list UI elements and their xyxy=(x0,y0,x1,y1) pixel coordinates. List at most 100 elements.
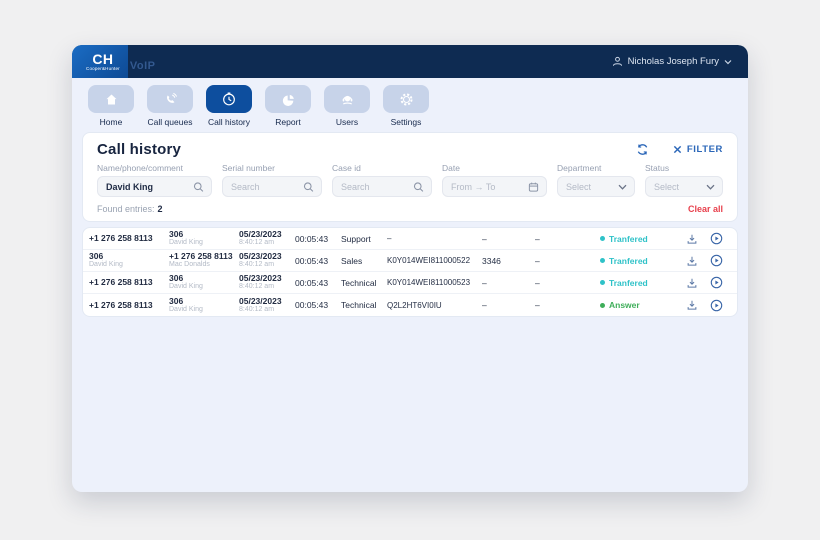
department-cell: Technical xyxy=(341,277,377,288)
table-row[interactable]: +1 276 258 8113 306 David King 05/23/2023… xyxy=(83,272,737,294)
status-select-value: Select xyxy=(654,181,680,192)
case-id-cell: Q2L2HT6VI0IU xyxy=(387,300,442,310)
refresh-button[interactable] xyxy=(636,143,649,156)
found-entries-count: 2 xyxy=(157,204,163,214)
ref-cell: – xyxy=(482,233,487,244)
status-dot-icon xyxy=(600,280,605,285)
close-icon xyxy=(673,145,682,154)
users-icon xyxy=(324,85,370,113)
filter-department: Department Select xyxy=(557,163,635,197)
filter-status: Status Select xyxy=(645,163,723,197)
filter-name-label: Name/phone/comment xyxy=(97,163,183,173)
call-history-icon xyxy=(206,85,252,113)
status-badge: Tranfered xyxy=(600,278,679,288)
found-entries-label: Found entries: xyxy=(97,204,155,214)
callee-cell: +1 276 258 8113 Mac Donalds xyxy=(169,251,233,269)
download-icon xyxy=(687,234,696,244)
brand-subname: Cooper&Hunter xyxy=(86,66,120,71)
filter-status-label: Status xyxy=(645,163,670,173)
extra-cell: – xyxy=(535,233,540,244)
calendar-icon xyxy=(528,181,539,192)
table-row[interactable]: +1 276 258 8113 306 David King 05/23/2023… xyxy=(83,228,737,250)
department-cell: Support xyxy=(341,233,371,244)
extra-cell: – xyxy=(535,300,540,310)
duration-cell: 00:05:43 xyxy=(295,233,329,244)
main-nav: Home Call queues Call history xyxy=(72,78,748,132)
brand-logo: CH Cooper&Hunter VoIP xyxy=(72,45,156,78)
play-recording-button[interactable] xyxy=(704,276,729,289)
clear-all-button[interactable]: Clear all xyxy=(687,204,723,214)
download-icon xyxy=(687,278,696,288)
nav-item-report[interactable]: Report xyxy=(265,85,311,127)
nav-item-label: Call queues xyxy=(147,117,193,127)
status-dot-icon xyxy=(600,302,605,308)
download-recording-button[interactable] xyxy=(679,255,704,267)
play-icon xyxy=(710,299,723,311)
play-icon xyxy=(710,232,723,245)
duration-cell: 00:05:43 xyxy=(295,300,329,310)
download-icon xyxy=(687,256,696,266)
call-queues-icon xyxy=(147,85,193,113)
caller-cell: +1 276 258 8113 xyxy=(89,233,153,243)
filters-panel: Call history FILTER Name/phone/comment xyxy=(82,132,738,222)
serial-search-input[interactable] xyxy=(223,177,321,196)
chevron-down-icon xyxy=(724,59,732,65)
status-label: Tranfered xyxy=(609,277,648,288)
nav-item-settings[interactable]: Settings xyxy=(383,85,429,127)
nav-item-users[interactable]: Users xyxy=(324,85,370,127)
play-icon xyxy=(710,254,723,267)
filter-toggle-label: FILTER xyxy=(686,144,723,155)
user-menu[interactable]: Nicholas Joseph Fury xyxy=(612,56,732,67)
status-select[interactable]: Select xyxy=(645,176,723,197)
department-select-value: Select xyxy=(566,181,592,192)
extra-cell: – xyxy=(535,255,540,266)
brand-name: CH xyxy=(92,51,114,67)
ref-cell: – xyxy=(482,300,487,310)
nav-item-label: Home xyxy=(99,117,123,127)
date-range-placeholder: From → To xyxy=(451,181,496,192)
play-recording-button[interactable] xyxy=(704,299,729,312)
search-icon xyxy=(193,181,204,192)
status-dot-icon xyxy=(600,236,605,241)
app-header: CH Cooper&Hunter VoIP Nicholas Joseph Fu… xyxy=(72,45,748,78)
date-range-picker[interactable]: From → To xyxy=(442,176,547,197)
chevron-down-icon xyxy=(706,184,715,190)
duration-cell: 00:05:43 xyxy=(295,255,329,266)
name-search-input[interactable] xyxy=(98,177,211,196)
case-id-cell: K0Y014WEI811000523 xyxy=(387,278,471,287)
filter-toggle-button[interactable]: FILTER xyxy=(673,144,723,155)
download-recording-button[interactable] xyxy=(679,277,704,289)
filter-serial-label: Serial number xyxy=(222,163,275,173)
nav-item-call-history[interactable]: Call history xyxy=(206,85,252,127)
download-icon xyxy=(687,300,696,310)
report-icon xyxy=(265,85,311,113)
caller-cell: +1 276 258 8113 xyxy=(89,277,153,287)
download-recording-button[interactable] xyxy=(679,299,704,311)
ref-cell: 3346 xyxy=(482,255,501,266)
department-select[interactable]: Select xyxy=(557,176,635,197)
nav-item-label: Settings xyxy=(390,117,422,127)
caller-cell: 306 David King xyxy=(89,251,123,269)
search-icon xyxy=(303,181,314,192)
home-icon xyxy=(88,85,134,113)
nav-item-home[interactable]: Home xyxy=(88,85,134,127)
table-row[interactable]: +1 276 258 8113 306 David King 05/23/2023… xyxy=(83,294,737,316)
case-id-cell: – xyxy=(387,234,392,243)
settings-icon xyxy=(383,85,429,113)
download-recording-button[interactable] xyxy=(679,233,704,245)
status-dot-icon xyxy=(600,258,605,263)
nav-item-call-queues[interactable]: Call queues xyxy=(147,85,193,127)
brand-badge: CH Cooper&Hunter xyxy=(72,45,128,78)
department-cell: Sales xyxy=(341,255,363,266)
play-icon xyxy=(710,276,723,289)
table-row[interactable]: 306 David King +1 276 258 8113 Mac Donalds… xyxy=(83,250,737,272)
status-badge: Answer xyxy=(600,300,679,310)
play-recording-button[interactable] xyxy=(704,232,729,245)
filter-name: Name/phone/comment xyxy=(97,163,212,197)
play-recording-button[interactable] xyxy=(704,254,729,267)
status-label: Answer xyxy=(609,300,640,310)
page-title: Call history xyxy=(97,141,182,158)
status-label: Tranfered xyxy=(609,255,648,266)
case-id-search-input[interactable] xyxy=(333,177,431,196)
